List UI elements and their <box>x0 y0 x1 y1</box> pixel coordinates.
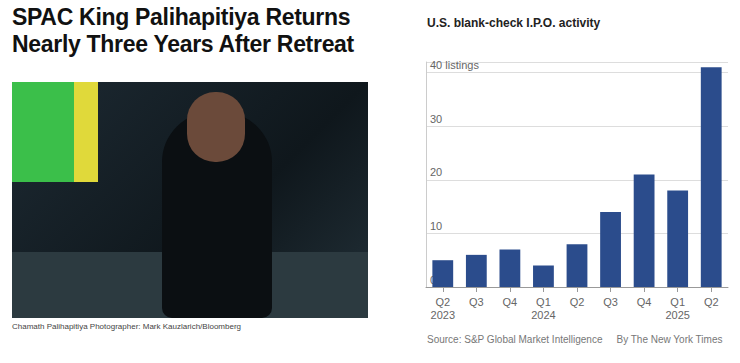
svg-text:2024: 2024 <box>531 309 555 321</box>
svg-text:Q1: Q1 <box>670 296 685 308</box>
svg-text:30: 30 <box>430 113 442 125</box>
svg-text:Q2: Q2 <box>435 296 450 308</box>
svg-text:Q2: Q2 <box>570 296 585 308</box>
svg-text:By The New York Times: By The New York Times <box>616 334 722 345</box>
svg-text:40 listings: 40 listings <box>430 59 479 71</box>
svg-text:Q3: Q3 <box>603 296 618 308</box>
svg-text:Q1: Q1 <box>536 296 551 308</box>
svg-text:U.S. blank-check I.P.O. activi: U.S. blank-check I.P.O. activity <box>427 16 601 30</box>
svg-text:20: 20 <box>430 166 442 178</box>
svg-text:10: 10 <box>430 220 442 232</box>
svg-text:2025: 2025 <box>665 309 689 321</box>
svg-text:2023: 2023 <box>431 309 455 321</box>
html-text:Chamath Palihapitiya Photograp: Chamath Palihapitiya Photographer: Mark … <box>12 322 241 331</box>
svg-text:Q4: Q4 <box>637 296 652 308</box>
html-text:SPAC King Palihapitiya Returns: SPAC King Palihapitiya Returns Nearly Th… <box>12 4 354 57</box>
svg-text:Q4: Q4 <box>503 296 518 308</box>
svg-text:Source: S&P Global Market Inte: Source: S&P Global Market Intelligence <box>427 334 603 345</box>
svg-text:Q2: Q2 <box>704 296 719 308</box>
svg-text:Q3: Q3 <box>469 296 484 308</box>
